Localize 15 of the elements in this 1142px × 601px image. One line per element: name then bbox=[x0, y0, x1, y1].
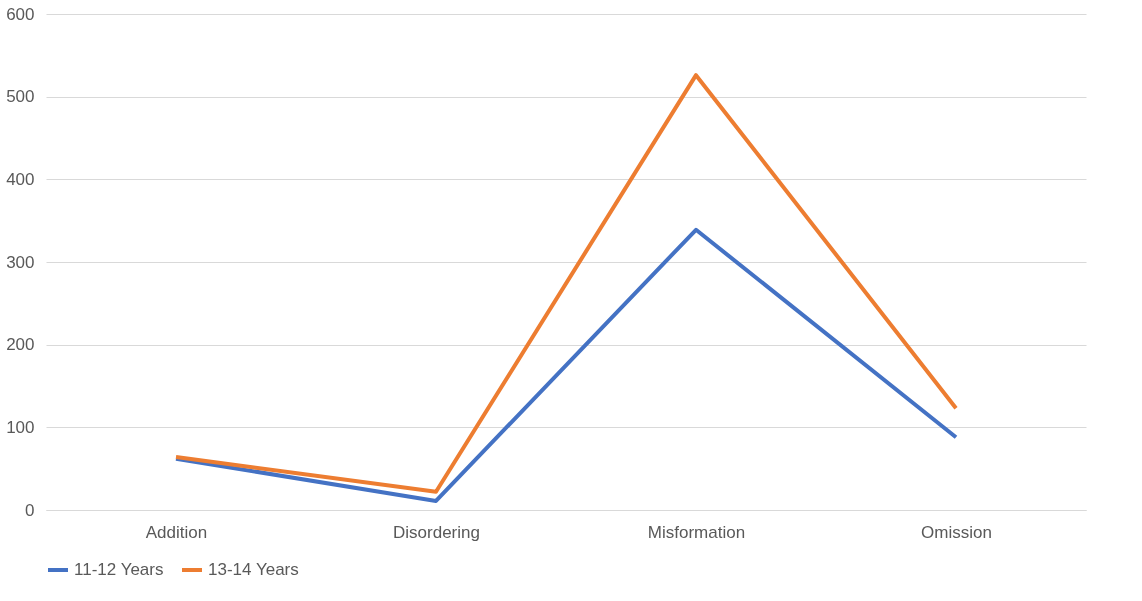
x-tick-label: Omission bbox=[921, 522, 992, 542]
line-series bbox=[174, 73, 958, 494]
y-tick-label: 500 bbox=[6, 87, 35, 107]
legend-label: 13-14 Years bbox=[208, 560, 299, 579]
legend-label: 11-12 Years bbox=[74, 560, 164, 579]
x-tick-label: Addition bbox=[145, 522, 208, 542]
x-tick-label: Disordering bbox=[393, 522, 480, 542]
x-tick-label: Misformation bbox=[647, 522, 746, 542]
y-tick-label: 200 bbox=[6, 335, 35, 355]
line-series bbox=[174, 227, 958, 503]
y-tick-label: 400 bbox=[6, 169, 35, 189]
y-tick-label: 300 bbox=[6, 252, 35, 272]
y-tick-label: 600 bbox=[6, 4, 35, 24]
y-tick-label: 0 bbox=[25, 500, 35, 520]
y-tick-label: 100 bbox=[6, 417, 35, 437]
